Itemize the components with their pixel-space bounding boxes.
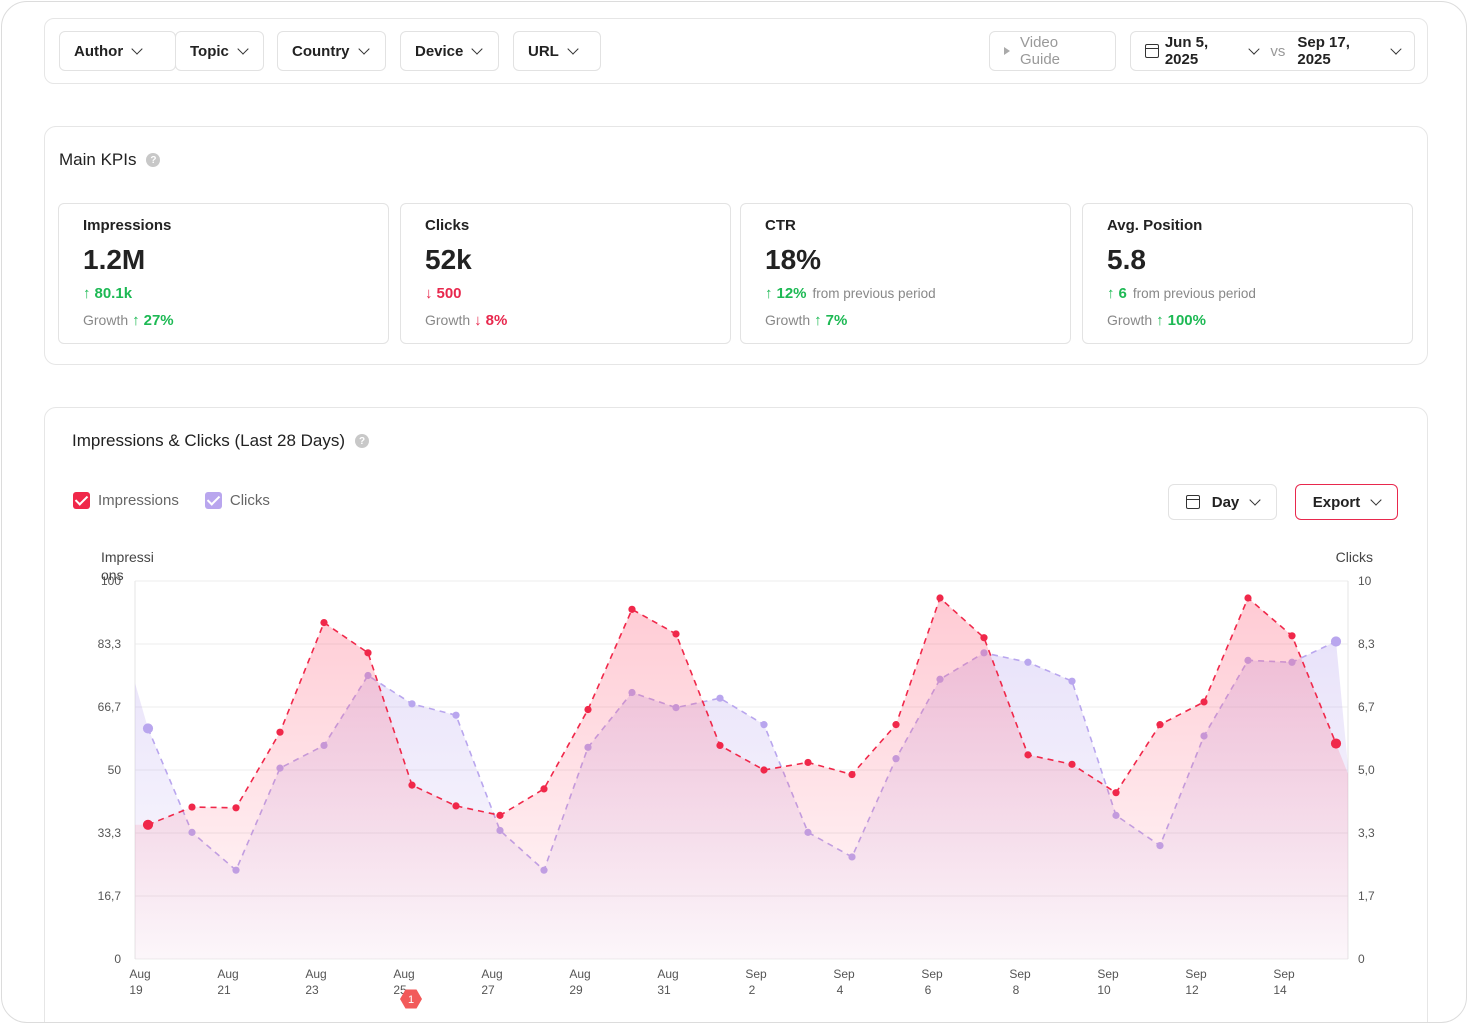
video-guide-label: Video Guide: [1020, 34, 1061, 68]
topic-filter-label: Topic: [190, 42, 229, 60]
date-from: Jun 5, 2025: [1164, 34, 1209, 68]
kpi-delta-value: 6: [1118, 285, 1127, 302]
chevron-down-icon: [1370, 493, 1382, 506]
kpi-card: CTR 18% ↑ 12% from previous period Growth ↑ 7%: [740, 203, 1071, 344]
kpi-card: Impressions 1.2M ↑ 80.1k Growth ↑ 27%: [58, 203, 389, 344]
main-kpis-title-row: Main KPIs ?: [59, 150, 161, 170]
kpi-delta-value: 80.1k: [94, 285, 133, 302]
device-filter-label: Device: [415, 42, 464, 60]
checkbox-checked-icon[interactable]: [204, 492, 222, 509]
chevron-down-icon: [131, 42, 143, 55]
country-filter-label: Country: [292, 42, 350, 60]
kpi-delta: ↑ 12% from previous period: [765, 285, 936, 302]
topic-filter[interactable]: Topic: [175, 31, 264, 71]
arrow-icon: ↓: [474, 312, 482, 329]
chevron-down-icon: [357, 42, 370, 55]
date-range-picker[interactable]: Jun 5, 2025 vs Sep 17, 2025: [1130, 31, 1415, 71]
kpi-growth: Growth ↑ 100%: [1107, 312, 1206, 329]
country-filter[interactable]: Country: [277, 31, 386, 71]
kpi-delta-note: from previous period: [1132, 286, 1256, 301]
chart-title: Impressions & Clicks (Last 28 Days): [72, 431, 346, 450]
kpi-name: Clicks: [425, 217, 470, 234]
kpi-growth-value: 100%: [1167, 312, 1206, 329]
kpi-growth-value: 8%: [485, 312, 508, 329]
device-filter[interactable]: Device: [400, 31, 499, 71]
chevron-down-icon: [1249, 493, 1261, 506]
growth-label: Growth: [83, 312, 129, 328]
filter-bar: Author Topic Country Device URL Video Gu…: [44, 18, 1428, 84]
export-label: Export: [1312, 493, 1361, 511]
kpi-delta: ↑ 80.1k: [83, 285, 138, 302]
kpi-card: Avg. Position 5.8 ↑ 6 from previous period Gr…: [1082, 203, 1413, 344]
kpi-growth: Growth ↓ 8%: [425, 312, 507, 329]
legend-clicks-label: Clicks: [229, 492, 270, 509]
chevron-down-icon: [471, 42, 484, 55]
granularity-select[interactable]: Day: [1168, 484, 1277, 520]
impressions-clicks-card: Impressions & Clicks (Last 28 Days) ? Im…: [44, 407, 1428, 1022]
export-button[interactable]: Export: [1295, 484, 1398, 520]
chart-legend: Impressions Clicks: [73, 492, 270, 509]
kpi-delta-note: from previous period: [812, 286, 936, 301]
kpi-delta: ↓ 500: [425, 285, 468, 302]
kpi-value: 18%: [765, 244, 822, 275]
kpi-name: Avg. Position: [1107, 217, 1203, 234]
help-icon[interactable]: ?: [146, 153, 161, 167]
vs-label: vs: [1270, 42, 1286, 60]
kpi-growth-value: 7%: [825, 312, 848, 329]
chevron-down-icon: [1248, 42, 1261, 55]
chevron-down-icon: [1390, 42, 1402, 55]
arrow-icon: ↓: [425, 285, 433, 302]
kpi-name: CTR: [765, 217, 796, 234]
author-filter-label: Author: [74, 42, 124, 60]
main-kpis-title: Main KPIs: [59, 150, 137, 169]
growth-label: Growth: [1107, 312, 1153, 328]
growth-label: Growth: [425, 312, 471, 328]
kpi-name: Impressions: [83, 217, 172, 234]
help-icon[interactable]: ?: [355, 434, 370, 448]
calendar-icon: [1185, 495, 1200, 509]
author-filter[interactable]: Author: [59, 31, 176, 71]
arrow-icon: ↑: [83, 285, 91, 302]
kpi-value: 1.2M: [83, 244, 146, 275]
kpi-growth-value: 27%: [143, 312, 174, 329]
kpi-value: 5.8: [1107, 244, 1146, 275]
play-icon: [1004, 47, 1010, 55]
chevron-down-icon: [567, 42, 579, 55]
legend-clicks[interactable]: Clicks: [204, 492, 270, 509]
kpi-card: Clicks 52k ↓ 500 Growth ↓ 8%: [400, 203, 731, 344]
kpi-delta-value: 500: [436, 285, 462, 302]
chevron-down-icon: [237, 42, 249, 55]
url-filter[interactable]: URL: [513, 31, 601, 71]
kpi-delta-value: 12%: [776, 285, 807, 302]
arrow-icon: ↑: [814, 312, 822, 329]
granularity-value: Day: [1211, 493, 1240, 511]
kpi-growth: Growth ↑ 7%: [765, 312, 847, 329]
url-filter-label: URL: [528, 42, 559, 60]
chart-title-row: Impressions & Clicks (Last 28 Days) ?: [72, 431, 370, 451]
legend-impressions-label: Impressions: [98, 492, 179, 509]
video-guide-button[interactable]: Video Guide: [989, 31, 1116, 71]
kpi-value: 52k: [425, 244, 472, 275]
arrow-icon: ↑: [132, 312, 140, 329]
arrow-icon: ↑: [1156, 312, 1164, 329]
arrow-icon: ↑: [1107, 285, 1115, 302]
checkbox-checked-icon[interactable]: [73, 492, 90, 509]
main-kpis-card: Main KPIs ? Impressions 1.2M ↑ 80.1k Growth ↑…: [44, 126, 1428, 365]
kpi-growth: Growth ↑ 27%: [83, 312, 174, 329]
arrow-icon: ↑: [765, 285, 773, 302]
growth-label: Growth: [765, 312, 811, 328]
legend-impressions[interactable]: Impressions: [73, 492, 179, 509]
kpi-delta: ↑ 6 from previous period: [1107, 285, 1256, 302]
date-to: Sep 17, 2025: [1297, 34, 1350, 68]
calendar-icon: [1145, 44, 1159, 58]
